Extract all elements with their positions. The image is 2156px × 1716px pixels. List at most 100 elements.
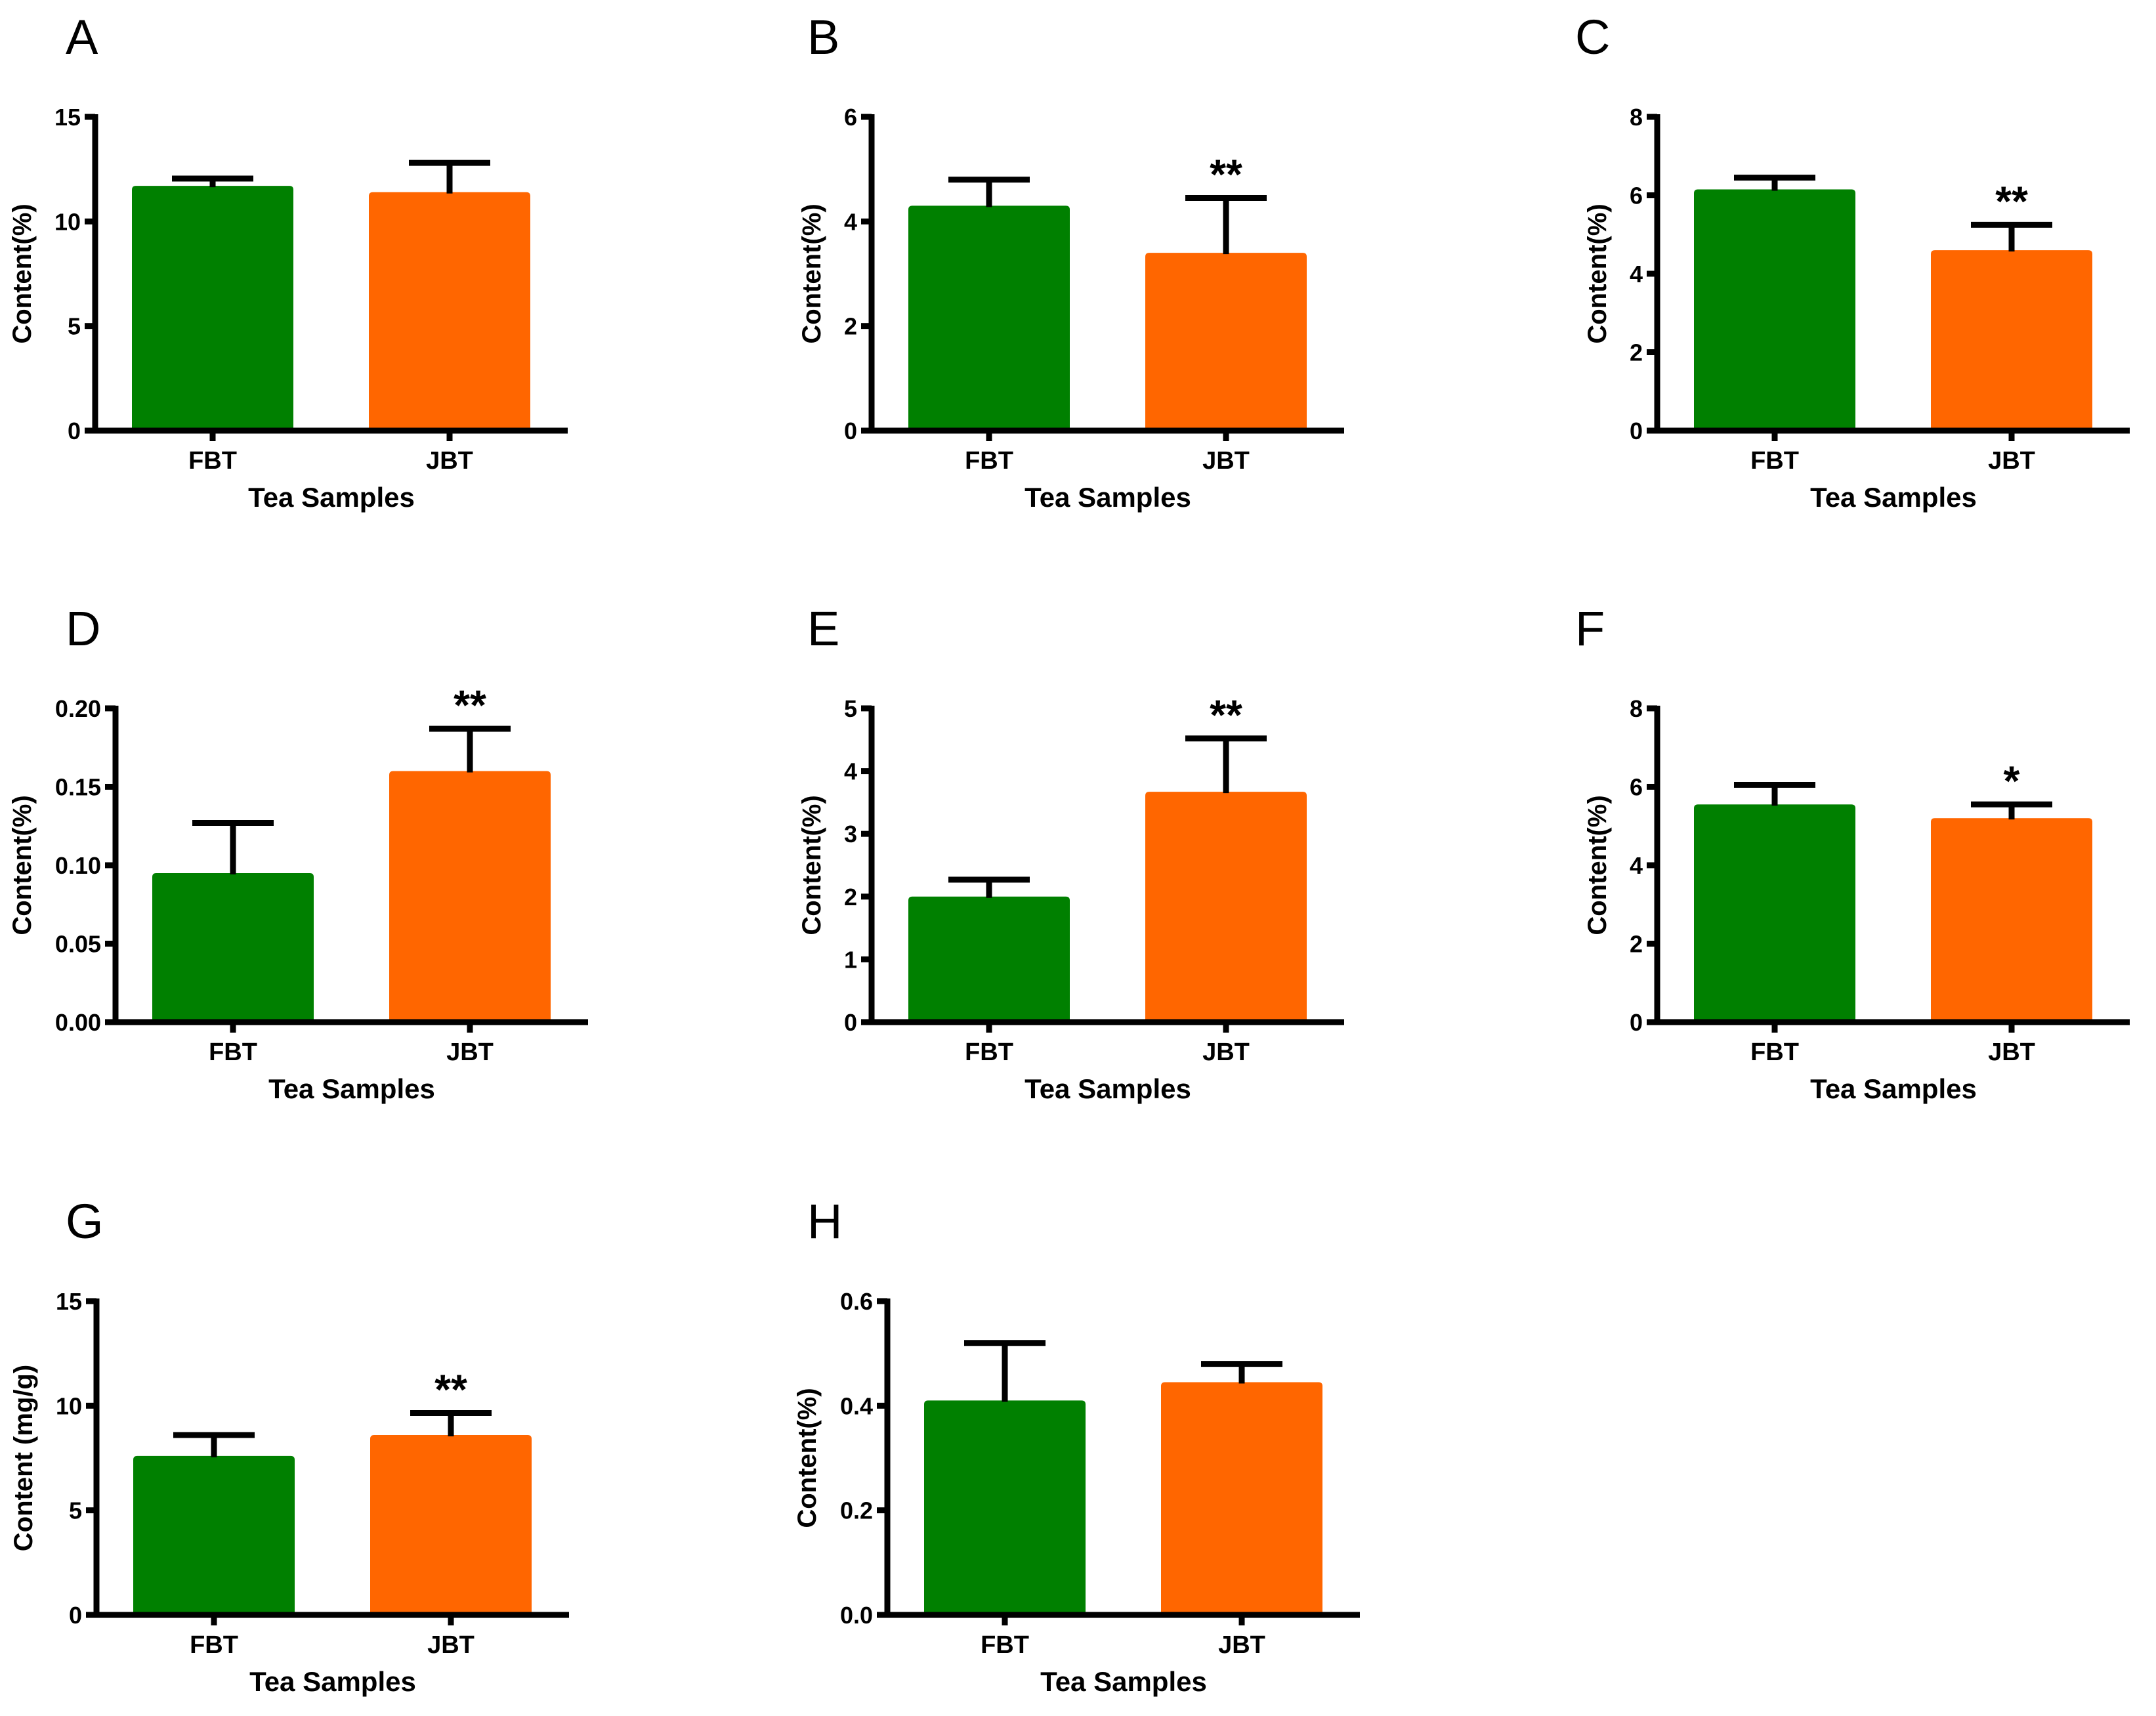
panel-E-yticklabel: 1 (844, 946, 857, 973)
panel-E: E FBT ** JBT 0 1 2 3 4 5 Content(%) Tea Samples (797, 601, 1344, 1104)
panel-C-yticklabel: 2 (1630, 339, 1643, 366)
panel-C-xticklabel-FBT: FBT (1750, 447, 1799, 475)
panel-D-yticklabel: 0.05 (55, 931, 101, 958)
panel-E-bar-FBT (908, 896, 1070, 1022)
panel-B-letter: B (807, 10, 839, 64)
panel-G-significance-JBT: ** (434, 1365, 467, 1413)
panel-B-yticklabel: 0 (844, 418, 857, 444)
panel-C-x-axis-title: Tea Samples (1810, 482, 1977, 513)
panel-G-y-axis-title: Content (mg/g) (9, 1365, 38, 1551)
panel-F-y-axis-title: Content(%) (1583, 795, 1612, 935)
panel-D-significance-JBT: ** (454, 681, 486, 729)
panel-E-yticklabel: 3 (844, 821, 857, 847)
panel-A-yticklabel: 0 (68, 418, 81, 444)
panel-G: G FBT ** JBT 0 5 10 15 Content (mg/g) Tea Samples (9, 1194, 569, 1697)
panel-G-x-axis-title: Tea Samples (249, 1666, 416, 1697)
panel-A-letter: A (66, 10, 98, 64)
panel-E-xticklabel-FBT: FBT (965, 1039, 1013, 1066)
panel-C: C FBT ** JBT 0 2 4 6 8 Content(%) Tea Samples (1575, 10, 2130, 513)
panel-H-yticklabel: 0.6 (840, 1288, 873, 1315)
panel-A-xticklabel-JBT: JBT (426, 447, 473, 475)
panel-C-xticklabel-JBT: JBT (1988, 447, 2035, 475)
panel-E-x-axis-title: Tea Samples (1025, 1073, 1191, 1104)
panel-H-bar-JBT (1161, 1382, 1322, 1615)
panel-H-bar-FBT (924, 1400, 1086, 1615)
panel-H-letter: H (807, 1194, 842, 1249)
panel-B-bar-JBT (1145, 253, 1307, 431)
panel-H-yticklabel: 0.0 (840, 1602, 873, 1629)
panel-F-yticklabel: 4 (1630, 852, 1643, 879)
panel-H-yticklabel: 0.2 (840, 1497, 873, 1524)
panel-D-xticklabel-JBT: JBT (446, 1039, 494, 1066)
panel-H-y-axis-title: Content(%) (793, 1388, 822, 1528)
panel-A-bar-FBT (132, 186, 293, 431)
panel-B-yticklabel: 2 (844, 313, 857, 340)
panel-D-yticklabel: 0.00 (55, 1009, 101, 1036)
panel-H-x-axis-title: Tea Samples (1040, 1666, 1207, 1697)
panel-A-xticklabel-FBT: FBT (188, 447, 237, 475)
panel-F-bar-FBT (1694, 804, 1855, 1022)
panel-G-xticklabel-JBT: JBT (427, 1631, 475, 1659)
panel-D: D FBT ** JBT 0.00 0.05 0.10 0.15 0.20 Content(%) T… (8, 601, 588, 1104)
panel-F-significance-JBT: * (2004, 757, 2020, 804)
panel-D-yticklabel: 0.10 (55, 852, 101, 879)
panel-D-yticklabel: 0.20 (55, 695, 101, 722)
panel-E-yticklabel: 2 (844, 884, 857, 911)
panel-G-letter: G (66, 1194, 104, 1249)
panel-D-yticklabel: 0.15 (55, 774, 101, 801)
panel-G-bar-JBT (370, 1434, 532, 1615)
panel-C-yticklabel: 0 (1630, 418, 1643, 444)
panel-E-y-axis-title: Content(%) (797, 795, 826, 935)
panel-E-yticklabel: 5 (844, 695, 857, 722)
panel-E-yticklabel: 0 (844, 1009, 857, 1036)
panel-B-x-axis-title: Tea Samples (1025, 482, 1191, 513)
panel-A-bar-JBT (369, 192, 530, 431)
panel-G-xticklabel-FBT: FBT (190, 1631, 238, 1659)
panel-F-yticklabel: 0 (1630, 1009, 1643, 1036)
panel-F-xticklabel-FBT: FBT (1750, 1039, 1799, 1066)
panel-B-xticklabel-FBT: FBT (965, 447, 1013, 475)
panel-D-xticklabel-FBT: FBT (209, 1039, 257, 1066)
panel-H-yticklabel: 0.4 (840, 1392, 873, 1419)
panel-B-significance-JBT: ** (1210, 150, 1242, 198)
panel-B-yticklabel: 4 (844, 208, 857, 235)
panel-H-xticklabel-FBT: FBT (981, 1631, 1029, 1659)
panel-F-x-axis-title: Tea Samples (1810, 1073, 1977, 1104)
panel-B-xticklabel-JBT: JBT (1202, 447, 1250, 475)
panel-F-yticklabel: 6 (1630, 774, 1643, 801)
panel-B: B FBT ** JBT 0 2 4 6 Content(%) Tea Samples (797, 10, 1344, 513)
panel-H: H FBT JBT 0.0 0.2 0.4 0.6 Content(%) Tea Samples (793, 1194, 1360, 1697)
panel-F-bar-JBT (1931, 818, 2092, 1022)
panel-E-yticklabel: 4 (844, 758, 857, 785)
panel-F: F FBT * JBT 0 2 4 6 8 Content(%) Tea Samples (1575, 601, 2130, 1104)
panel-B-yticklabel: 6 (844, 104, 857, 131)
panel-H-xticklabel-JBT: JBT (1218, 1631, 1265, 1659)
panel-A-x-axis-title: Tea Samples (248, 482, 415, 513)
panel-A: A FBT JBT 0 5 10 15 Content(%) Tea Samples (8, 10, 568, 513)
panel-C-significance-JBT: ** (1995, 177, 2028, 225)
panel-F-xticklabel-JBT: JBT (1988, 1039, 2035, 1066)
panel-G-yticklabel: 5 (69, 1497, 82, 1524)
panel-E-letter: E (807, 601, 839, 656)
panel-C-yticklabel: 6 (1630, 182, 1643, 209)
panel-A-yticklabel: 15 (54, 104, 81, 131)
panel-C-letter: C (1575, 10, 1610, 64)
panel-D-bar-JBT (389, 771, 551, 1022)
panel-G-yticklabel: 0 (69, 1602, 82, 1629)
panel-E-bar-JBT (1145, 792, 1307, 1022)
panel-D-letter: D (66, 601, 100, 656)
panel-E-significance-JBT: ** (1210, 691, 1242, 739)
panel-F-yticklabel: 8 (1630, 695, 1643, 722)
panel-F-letter: F (1575, 601, 1605, 656)
panel-A-yticklabel: 10 (54, 208, 81, 235)
panel-G-yticklabel: 15 (56, 1288, 82, 1315)
panel-C-yticklabel: 8 (1630, 104, 1643, 131)
panel-D-y-axis-title: Content(%) (8, 795, 37, 935)
panel-D-bar-FBT (152, 872, 314, 1022)
panel-C-yticklabel: 4 (1630, 261, 1643, 288)
panel-E-xticklabel-JBT: JBT (1202, 1039, 1250, 1066)
panel-D-x-axis-title: Tea Samples (268, 1073, 435, 1104)
panel-A-yticklabel: 5 (68, 313, 81, 340)
